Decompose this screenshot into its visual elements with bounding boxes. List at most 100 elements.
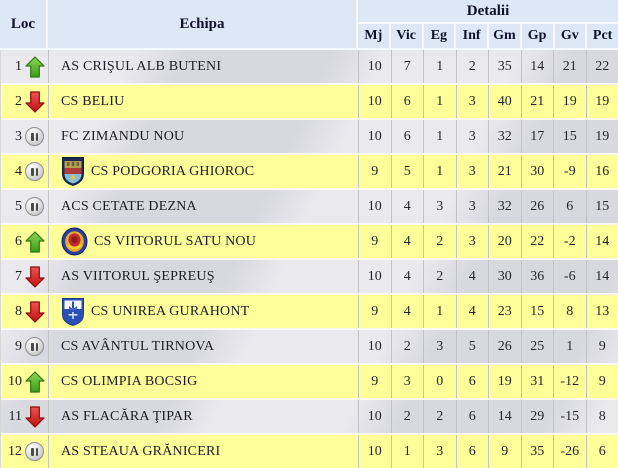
- position-number: 7: [15, 268, 22, 284]
- column-header-detalii: Detalii: [358, 0, 618, 24]
- column-header-inf: Inf: [456, 24, 489, 48]
- column-header-echipa: Echipa: [48, 0, 358, 48]
- stat-gm-cell: 9: [489, 435, 522, 468]
- stat-gm-cell: 32: [489, 120, 522, 153]
- stat-vic-cell: 4: [392, 225, 424, 258]
- stat-mj-cell: 10: [359, 120, 392, 153]
- stat-vic-cell: 7: [392, 50, 424, 83]
- position-cell: 10: [1, 365, 49, 398]
- stat-eg-cell: 3: [424, 330, 457, 363]
- stat-gp-cell: 15: [522, 295, 554, 328]
- position-number: 10: [8, 373, 22, 389]
- stat-gp-cell: 21: [522, 85, 554, 118]
- position-cell: 4: [1, 155, 49, 188]
- position-number: 8: [15, 303, 22, 319]
- stat-eg-cell: 0: [424, 365, 457, 398]
- stat-gp-cell: 36: [522, 260, 554, 293]
- position-number: 11: [8, 408, 22, 424]
- team-name: CS BELIU: [61, 93, 125, 109]
- position-cell: 1: [1, 50, 49, 83]
- pause-icon: [25, 197, 44, 216]
- down-arrow-icon: [25, 405, 45, 428]
- stat-eg-cell: 2: [424, 225, 457, 258]
- table-body: 1: [0, 50, 618, 468]
- stat-gv-cell: 6: [554, 190, 587, 223]
- stat-inf-cell: 2: [457, 50, 489, 83]
- stat-pct-cell: 16: [595, 163, 610, 179]
- stat-gv-cell: 19: [554, 85, 587, 118]
- team-name: CS OLIMPIA BOCSIG: [61, 373, 198, 389]
- stat-eg-cell: 2: [424, 400, 457, 433]
- pause-bar: [35, 167, 38, 176]
- stat-eg-cell: 1: [424, 155, 457, 188]
- position-cell: 8: [1, 295, 49, 328]
- position-number: 12: [8, 443, 22, 459]
- stat-gp-cell: 29: [522, 400, 554, 433]
- viitorul-satu-nou-crest-icon: [61, 227, 88, 256]
- stat-mj-cell: 10: [359, 260, 392, 293]
- position-cell: 6: [1, 225, 49, 258]
- stat-vic-cell: 6: [392, 85, 424, 118]
- stat-vic-cell: 4: [392, 295, 424, 328]
- column-header-loc: Loc: [0, 0, 48, 48]
- stat-gp-cell: 17: [522, 120, 554, 153]
- stat-pct-cell: 22: [595, 58, 610, 74]
- team-name: AS CRIŞUL ALB BUTENI: [61, 58, 222, 74]
- position-number: 6: [15, 233, 22, 249]
- table-row: 10: [1, 365, 618, 400]
- position-cell: 3: [1, 120, 49, 153]
- stat-mj-cell: 10: [359, 400, 392, 433]
- team-cell: CS BELIU: [49, 85, 359, 118]
- column-header-gp: Gp: [522, 24, 555, 48]
- stat-vic-cell: 2: [392, 330, 424, 363]
- position-cell: 12: [1, 435, 49, 468]
- stat-pct-cell: 9: [598, 338, 606, 354]
- team-name: FC ZIMANDU NOU: [61, 128, 185, 144]
- stat-inf-cell: 6: [457, 365, 489, 398]
- position-cell: 11: [1, 400, 49, 433]
- stat-pct-cell: 19: [595, 128, 610, 144]
- team-name: CS AVÂNTUL TIRNOVA: [61, 338, 215, 354]
- pause-bar: [35, 342, 38, 351]
- stat-gv-cell: -26: [554, 435, 587, 468]
- stat-gp-cell: 25: [522, 330, 554, 363]
- stat-gv-cell: -6: [554, 260, 587, 293]
- stat-pct-cell: 8: [598, 408, 606, 424]
- stat-gp-cell: 26: [522, 190, 554, 223]
- stat-gm-cell: 20: [489, 225, 522, 258]
- stat-inf-cell: 3: [457, 225, 489, 258]
- team-cell: AS CRIŞUL ALB BUTENI: [49, 50, 359, 83]
- stat-gm-cell: 35: [489, 50, 522, 83]
- stat-vic-cell: 5: [392, 155, 424, 188]
- pause-bar: [31, 342, 34, 351]
- pause-icon: [25, 162, 44, 181]
- table-row: 6: [1, 225, 618, 260]
- team-name: CS PODGORIA GHIOROC: [91, 163, 255, 179]
- stat-eg-cell: 1: [424, 120, 457, 153]
- team-cell: CS PODGORIA GHIOROC: [49, 155, 359, 188]
- column-header-mj: Mj: [358, 24, 391, 48]
- team-cell: CS VIITORUL SATU NOU: [49, 225, 359, 258]
- stat-vic-cell: 4: [392, 190, 424, 223]
- position-number: 9: [15, 338, 22, 354]
- pause-bar: [31, 202, 34, 211]
- stat-gm-cell: 32: [489, 190, 522, 223]
- position-number: 1: [15, 58, 22, 74]
- stat-eg-cell: 2: [424, 260, 457, 293]
- table-row: 11: [1, 400, 618, 435]
- stat-gv-cell: 21: [554, 50, 587, 83]
- up-arrow-icon: [25, 370, 45, 393]
- team-name: CS VIITORUL SATU NOU: [94, 233, 257, 249]
- stat-pct-cell: 15: [595, 198, 610, 214]
- team-cell: ACS CETATE DEZNA: [49, 190, 359, 223]
- team-cell: AS VIITORUL ŞEPREUŞ: [49, 260, 359, 293]
- stat-gv-cell: -9: [554, 155, 587, 188]
- stat-inf-cell: 3: [457, 155, 489, 188]
- stat-vic-cell: 4: [392, 260, 424, 293]
- pause-bar: [35, 132, 38, 141]
- stat-eg-cell: 3: [424, 190, 457, 223]
- team-cell: FC ZIMANDU NOU: [49, 120, 359, 153]
- stat-mj-cell: 9: [359, 155, 392, 188]
- team-cell: CS OLIMPIA BOCSIG: [49, 365, 359, 398]
